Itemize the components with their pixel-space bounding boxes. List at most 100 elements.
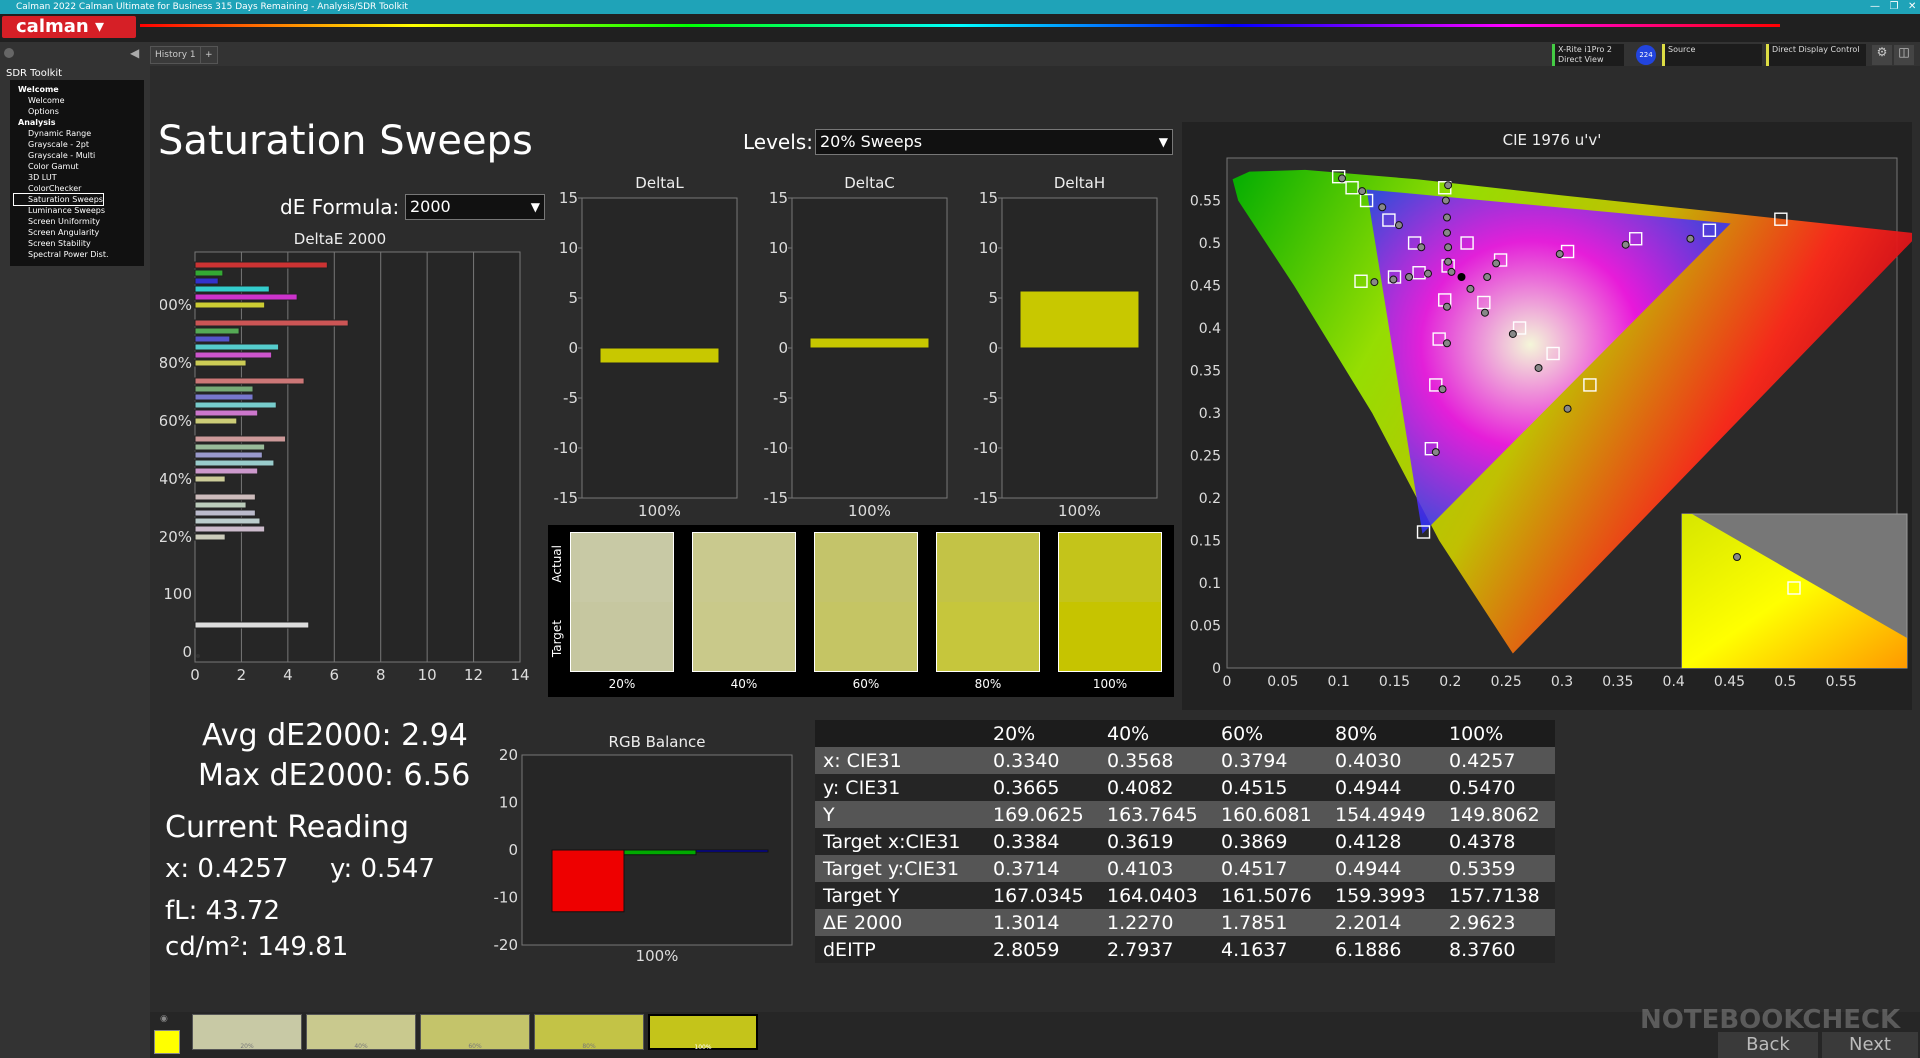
bar — [194, 385, 254, 393]
measured-point — [1405, 273, 1414, 281]
sidebar-item[interactable]: Dynamic Range — [28, 129, 92, 138]
bar — [194, 475, 226, 483]
table-cell: 149.8062 — [1441, 801, 1555, 828]
measured-point — [1370, 278, 1379, 287]
y-tick-label: 0.3 — [1199, 406, 1221, 422]
sidebar-item[interactable]: 3D LUT — [28, 173, 57, 182]
bar — [194, 393, 254, 401]
settings-icon[interactable]: ◫ — [1894, 45, 1914, 65]
inset-locus — [1682, 514, 1907, 668]
column-header: 20% — [985, 720, 1099, 747]
sidebar-item[interactable]: Grayscale - Multi — [28, 151, 96, 160]
meter-badge[interactable]: 224 — [1636, 45, 1656, 65]
y-tick-label: -5 — [563, 389, 578, 407]
thumbnail-80%[interactable]: 80% — [534, 1014, 644, 1050]
eye-icon[interactable]: ◉ — [160, 1014, 168, 1024]
data-table: 20% 40% 60% 80% 100% x: CIE31 0.3340 0.3568 0.37… — [815, 720, 1555, 963]
table-row: dEITP 2.8059 2.7937 4.1637 6.1886 8.3760 — [815, 936, 1555, 963]
add-tab-button[interactable]: + — [200, 46, 218, 64]
source-selector[interactable]: Source — [1662, 44, 1762, 66]
table-cell: 0.3619 — [1099, 828, 1213, 855]
next-button[interactable]: Next — [1822, 1032, 1918, 1058]
table-header-row: 20% 40% 60% 80% 100% — [815, 720, 1555, 747]
chart-title: DeltaL — [635, 174, 684, 192]
measured-point — [1480, 308, 1489, 317]
y-tick-label: 0 — [568, 339, 578, 357]
table-row: Target x:CIE31 0.3384 0.3619 0.3869 0.4128 0.… — [815, 828, 1555, 855]
sidebar-item[interactable]: Saturation Sweeps — [13, 193, 104, 206]
y-tick-label: 0.05 — [1190, 619, 1221, 635]
thumbnail-40%[interactable]: 40% — [306, 1014, 416, 1050]
target-swatch — [936, 602, 1040, 672]
table-cell: 2.9623 — [1441, 909, 1555, 936]
sidebar-item[interactable]: Luminance Sweeps — [28, 206, 106, 215]
target-marker — [1432, 332, 1446, 346]
y-tick-label: 0.2 — [1199, 491, 1221, 507]
table-cell: 2.2014 — [1327, 909, 1441, 936]
y-tick-label: -10 — [494, 889, 519, 907]
levels-label: Levels: — [743, 130, 813, 154]
back-button[interactable]: Back — [1718, 1032, 1818, 1058]
bar — [194, 351, 273, 359]
collapse-arrow-icon[interactable]: ◀ — [130, 46, 140, 60]
target-swatch — [692, 602, 796, 672]
table-cell: 160.6081 — [1213, 801, 1327, 828]
table-cell: 0.3340 — [985, 747, 1099, 774]
swatch-panel: Actual Target 20% 40% 60% 80% 100% — [548, 525, 1174, 697]
tab-history-1[interactable]: History 1 — [150, 46, 201, 64]
sidebar-item[interactable]: Analysis — [18, 118, 56, 127]
y-tick-label: 5 — [988, 289, 998, 307]
sidebar-title: SDR Toolkit — [6, 68, 63, 79]
sidebar-item[interactable]: Grayscale - 2pt — [28, 140, 90, 149]
actual-swatch — [570, 532, 674, 602]
meter-selector[interactable]: X-Rite i1Pro 2 Direct View — [1552, 44, 1624, 66]
measured-point — [1686, 234, 1695, 243]
sidebar-item[interactable]: Color Gamut — [28, 162, 79, 171]
column-header: 80% — [1327, 720, 1441, 747]
measured-point — [1417, 243, 1426, 252]
levels-select[interactable]: 20% Sweeps ▼ — [815, 129, 1173, 155]
table-cell: 0.3869 — [1213, 828, 1327, 855]
pin-icon[interactable] — [4, 48, 14, 58]
display-control-selector[interactable]: Direct Display Control — [1766, 44, 1866, 66]
x-tick-label: 100% — [1058, 502, 1101, 520]
y-tick-label: 5 — [568, 289, 578, 307]
thumbnail-60%[interactable]: 60% — [420, 1014, 530, 1050]
y-tick-label: 100% — [160, 296, 192, 314]
sidebar-item[interactable]: Screen Uniformity — [28, 217, 100, 226]
calman-logo-button[interactable]: calman ▾ — [2, 16, 136, 38]
y-tick-label: -15 — [554, 489, 579, 507]
gear-icon[interactable]: ⚙ — [1872, 45, 1892, 65]
rainbow-strip — [140, 24, 1780, 27]
row-header: Y — [815, 801, 985, 828]
sidebar-item[interactable]: Spectral Power Dist. — [28, 250, 109, 259]
table-cell: 0.4517 — [1213, 855, 1327, 882]
target-marker — [1702, 223, 1717, 237]
deltae-chart: DeltaE 2000 0 2 4 6 8 10 12 14 100% 80% 60% 40% 20% 10… — [160, 230, 530, 684]
measured-point — [1442, 228, 1451, 237]
y-tick-label: 0.35 — [1190, 364, 1221, 380]
x-tick-label: 0 — [190, 666, 200, 684]
window-controls[interactable]: — ❐ ✕ — [1870, 1, 1917, 12]
sidebar-item[interactable]: ColorChecker — [28, 184, 82, 193]
sidebar-item[interactable]: Screen Stability — [28, 239, 91, 248]
target-marker — [1477, 295, 1491, 310]
sidebar-item[interactable]: Options — [28, 107, 59, 116]
target-swatch — [1058, 602, 1162, 672]
de-formula-select[interactable]: 2000 ▼ — [405, 194, 545, 220]
row-header: Target y:CIE31 — [815, 855, 985, 882]
bar — [194, 621, 310, 629]
x-tick-label: 0.3 — [1551, 674, 1573, 690]
thumbnail-20%[interactable]: 20% — [192, 1014, 302, 1050]
thumbnail-100%[interactable]: 100% — [648, 1014, 758, 1051]
sidebar-item[interactable]: Screen Angularity — [28, 228, 100, 237]
target-label: Target — [550, 620, 564, 658]
bar — [194, 269, 224, 277]
measured-point — [1534, 363, 1543, 372]
bar — [194, 451, 263, 459]
sidebar-item[interactable]: Welcome — [28, 96, 65, 105]
sidebar-item[interactable]: Welcome — [18, 85, 59, 94]
table-cell: 0.3384 — [985, 828, 1099, 855]
bar — [809, 337, 930, 349]
y-tick-label: 15 — [559, 189, 578, 207]
